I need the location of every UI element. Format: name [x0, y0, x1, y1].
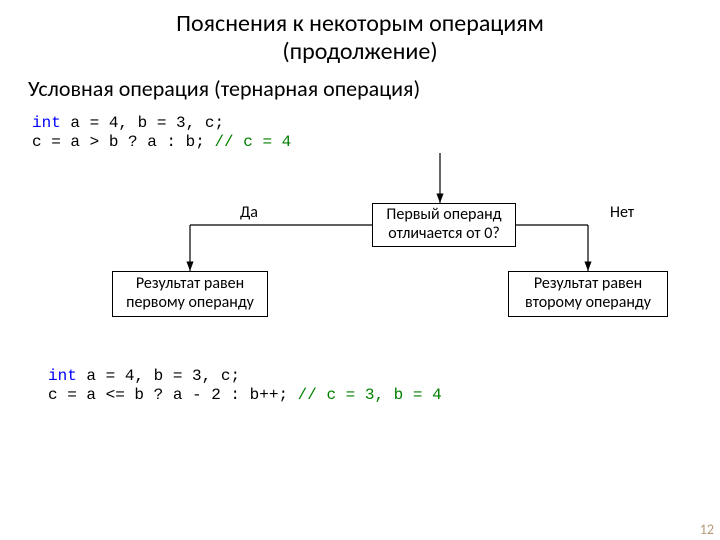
left-line1: Результат равен [136, 274, 244, 293]
code2-comment: // c = 3, b = 4 [298, 386, 442, 404]
decision-line2: отличается от 0? [388, 224, 499, 243]
flowchart: Первый операнд отличается от 0? Да Нет Р… [0, 153, 720, 353]
left-line2: первому операнду [126, 293, 254, 312]
title-line2: (продолжение) [282, 37, 437, 66]
slide-title: Пояснения к некоторым операциям (продолж… [0, 0, 720, 65]
label-yes: Да [240, 203, 258, 222]
code2-part1: a = 4, b = 3, c; [77, 367, 240, 385]
code1-keyword: int [32, 114, 61, 132]
right-line1: Результат равен [534, 274, 642, 293]
right-line2: второму операнду [525, 293, 651, 312]
code-block-2: int a = 4, b = 3, c; c = a <= b ? a - 2 … [0, 353, 720, 405]
code1-part2: c = a > b ? a : b; [32, 133, 214, 151]
decision-box: Первый операнд отличается от 0? [372, 203, 516, 247]
title-line1: Пояснения к некоторым операциям [176, 9, 544, 38]
code-block-1: int a = 4, b = 3, c; c = a > b ? a : b; … [0, 102, 720, 152]
decision-line1: Первый операнд [386, 205, 501, 224]
code2-keyword: int [48, 367, 77, 385]
code2-part2: c = a <= b ? a - 2 : b++; [48, 386, 298, 404]
label-no: Нет [610, 203, 634, 222]
page-number: 12 [700, 521, 714, 538]
flow-arrows [0, 153, 720, 353]
code1-comment: // c = 4 [214, 133, 291, 151]
code1-part1: a = 4, b = 3, c; [61, 114, 224, 132]
section-subtitle: Условная операция (тернарная операция) [0, 65, 720, 102]
result-right-box: Результат равен второму операнду [508, 271, 668, 317]
result-left-box: Результат равен первому операнду [112, 271, 268, 317]
